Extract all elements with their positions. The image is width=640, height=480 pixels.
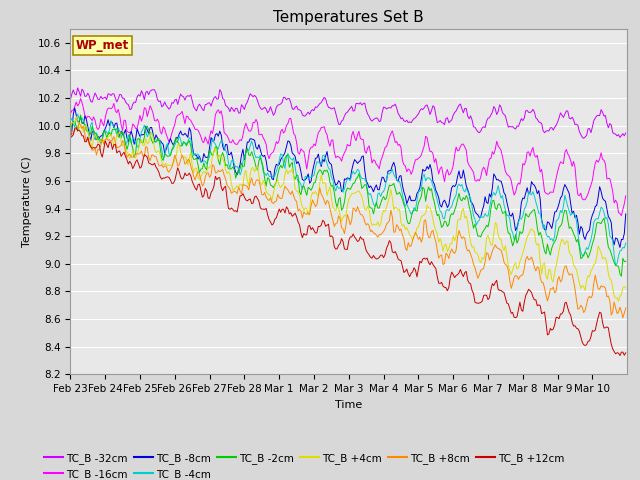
X-axis label: Time: Time	[335, 400, 362, 409]
Legend: TC_B -32cm, TC_B -16cm, TC_B -8cm, TC_B -4cm, TC_B -2cm, TC_B +4cm, TC_B +8cm, T: TC_B -32cm, TC_B -16cm, TC_B -8cm, TC_B …	[40, 449, 568, 480]
Text: WP_met: WP_met	[76, 39, 129, 52]
Y-axis label: Temperature (C): Temperature (C)	[22, 156, 32, 247]
Title: Temperatures Set B: Temperatures Set B	[273, 10, 424, 25]
